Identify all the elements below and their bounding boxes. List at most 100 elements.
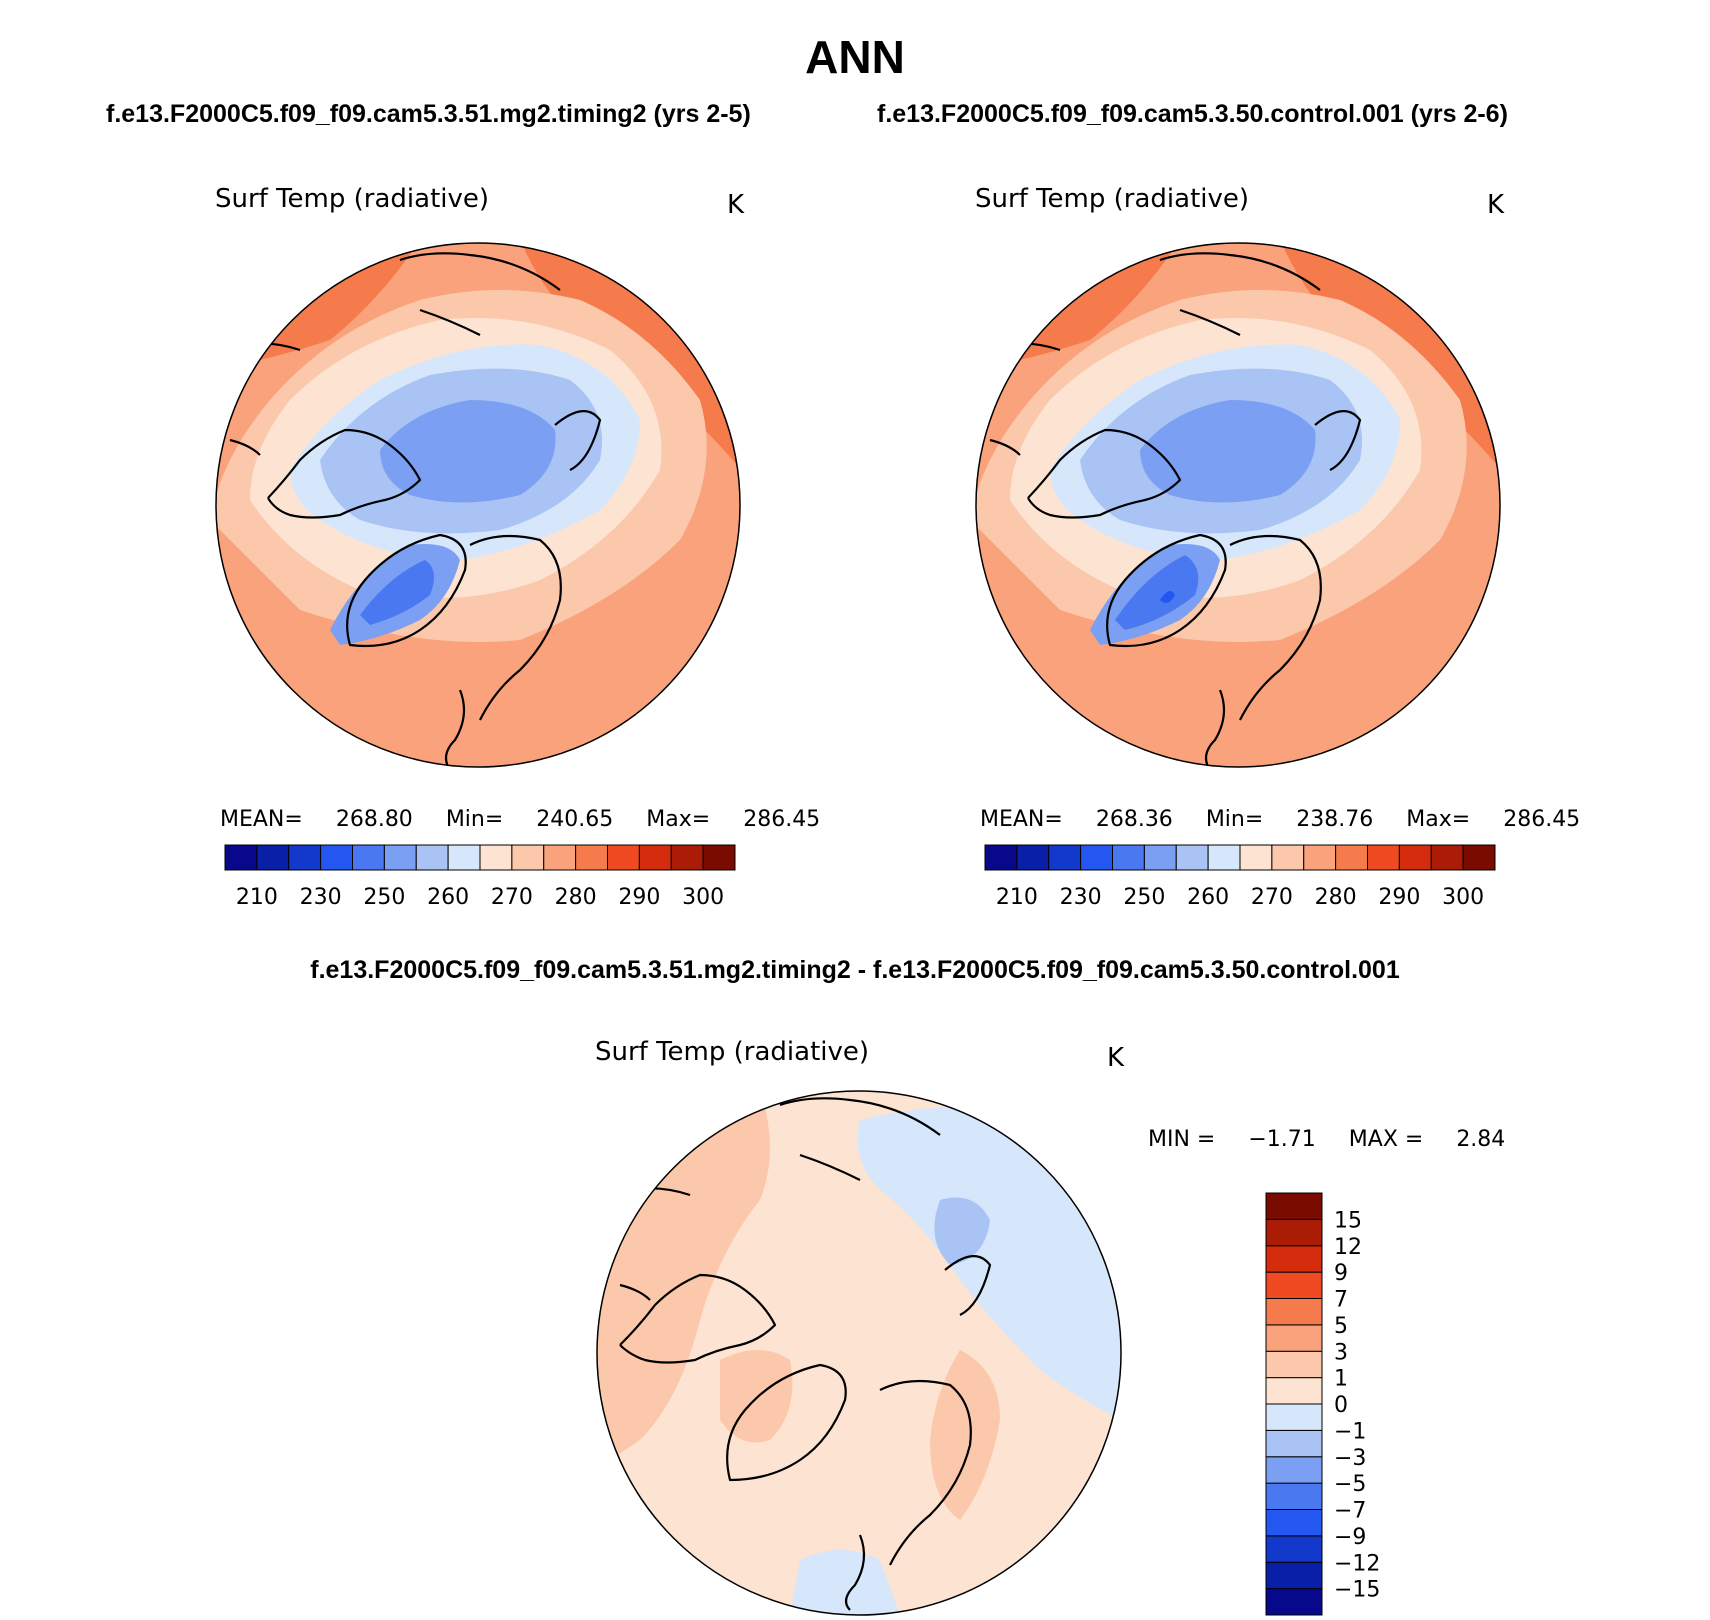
subtitle-left-case: f.e13.F2000C5.f09_f09.cam5.3.51.mg2.timi… (106, 100, 751, 128)
panel2-colorbar-swatch (984, 844, 1018, 871)
panel1-colorbar-swatch (320, 844, 353, 871)
panel1-colorbar-swatch (607, 844, 640, 871)
difference-colorbar-tick-label: −7 (1334, 1499, 1366, 1524)
panel1-colorbar-swatch (575, 844, 608, 871)
panel1-colorbar-swatch (543, 844, 577, 871)
panel1-colorbar-tick-label: 280 (555, 885, 597, 910)
difference-colorbar-swatch (1265, 1245, 1323, 1273)
panel1-min: Min= 240.65 (445, 807, 614, 832)
difference-colorbar-swatch (1265, 1271, 1323, 1299)
difference-colorbar-swatch (1265, 1588, 1323, 1616)
difference-colorbar-swatch (1265, 1429, 1323, 1458)
panel2-units: K (1487, 190, 1505, 220)
panel2-colorbar-swatch (1271, 844, 1305, 871)
figure-title: ANN (805, 31, 905, 83)
panel2-colorbar-swatch (1112, 844, 1145, 871)
panel1-variable: Surf Temp (radiative) (215, 184, 490, 214)
panel2-colorbar-swatch (1175, 844, 1209, 871)
panel1-mean: MEAN= 268.80 (220, 807, 413, 832)
panel2-colorbar-tick-label: 250 (1123, 885, 1165, 910)
panel1-colorbar-swatch (352, 844, 385, 871)
difference-colorbar-tick-label: 1 (1334, 1367, 1348, 1392)
panel1-colorbar-tick-label: 210 (236, 885, 278, 910)
panel2-colorbar-swatch (1080, 844, 1113, 871)
panel3-min: MIN = −1.71 (1148, 1127, 1316, 1152)
panel2-stats: MEAN= 268.36 Min= 238.76 Max= 286.45 (980, 807, 1580, 832)
subtitle-right-case: f.e13.F2000C5.f09_f09.cam5.3.50.control.… (877, 100, 1508, 128)
panel2-colorbar-tick-label: 230 (1060, 885, 1102, 910)
difference-colorbar-tick-label: 12 (1334, 1235, 1362, 1260)
difference-title: f.e13.F2000C5.f09_f09.cam5.3.51.mg2.timi… (310, 956, 1400, 984)
difference-colorbar-tick-label: 15 (1334, 1208, 1362, 1233)
panel2-colorbar-swatch (1462, 844, 1496, 871)
panel2-colorbar-tick-label: 260 (1187, 885, 1229, 910)
panel1-colorbar-swatch (447, 844, 481, 871)
panel1-colorbar-tick-label: 230 (300, 885, 342, 910)
difference-colorbar-tick-label: −3 (1334, 1446, 1366, 1471)
panel3-units: K (1107, 1043, 1125, 1073)
panel3-variable: Surf Temp (radiative) (595, 1037, 870, 1067)
panel1-units: K (727, 190, 745, 220)
difference-colorbar-tick-label: −1 (1334, 1419, 1366, 1444)
panel2-variable: Surf Temp (radiative) (975, 184, 1250, 214)
panel1-colorbar-tick-label: 260 (427, 885, 469, 910)
difference-colorbar-swatch (1265, 1377, 1323, 1405)
difference-colorbar-swatch (1265, 1535, 1323, 1563)
panel1-colorbar-tick-label: 270 (491, 885, 533, 910)
panel1-stats: MEAN= 268.80 Min= 240.65 Max= 286.45 (220, 807, 820, 832)
difference-colorbar-tick-label: 0 (1334, 1393, 1348, 1418)
panel2-colorbar-swatch (1048, 844, 1082, 871)
difference-colorbar-tick-label: 3 (1334, 1340, 1348, 1365)
panel1-colorbar-swatch (479, 844, 513, 871)
panel2-mean: MEAN= 268.36 (980, 807, 1173, 832)
panel2-max: Max= 286.45 (1406, 807, 1581, 832)
panel2-colorbar-tick-label: 300 (1442, 885, 1484, 910)
panel1-colorbar-swatch (670, 844, 704, 871)
panel2-colorbar-swatch (1367, 844, 1400, 871)
panel1-colorbar-swatch (702, 844, 736, 871)
difference-colorbar-tick-label: 5 (1334, 1314, 1348, 1339)
panel2-colorbar-tick-label: 210 (996, 885, 1038, 910)
panel2-polar-map (975, 242, 1501, 768)
panel1-polar-map (215, 242, 741, 768)
panel3-max: MAX = 2.84 (1348, 1127, 1506, 1152)
panel1-colorbar-tick-label: 300 (682, 885, 724, 910)
difference-colorbar-tick-label: −12 (1334, 1551, 1380, 1576)
panel2-map-boundary (975, 242, 1501, 768)
difference-colorbar-swatch (1265, 1456, 1323, 1484)
difference-colorbar-tick-label: −5 (1334, 1472, 1366, 1497)
difference-colorbar-tick-label: −15 (1334, 1578, 1380, 1603)
panel2-colorbar-swatch (1398, 844, 1432, 871)
panel2-colorbar-swatch (1239, 844, 1273, 871)
panel2-min: Min= 238.76 (1205, 807, 1374, 832)
panel2-colorbar-swatch (1303, 844, 1337, 871)
panel3-stats: MIN = −1.71 MAX = 2.84 (1148, 1127, 1505, 1152)
panel2-colorbar-swatch (1430, 844, 1464, 871)
panel1-colorbar: 210 230 250 260 270 280 290 300 (224, 844, 736, 910)
panel1-map-boundary (215, 242, 741, 768)
difference-colorbar-swatch (1265, 1403, 1323, 1431)
panel2-colorbar: 210 230 250 260 270 280 290 300 (984, 844, 1496, 910)
difference-colorbar-swatch (1265, 1482, 1323, 1510)
difference-colorbar-swatch (1265, 1192, 1323, 1220)
panel1-colorbar-tick-label: 290 (618, 885, 660, 910)
panel1-colorbar-swatch (256, 844, 290, 871)
panel1-colorbar-swatch (638, 844, 672, 871)
panel1-max: Max= 286.45 (646, 807, 821, 832)
panel1-colorbar-swatch (383, 844, 417, 871)
panel2-colorbar-tick-label: 280 (1315, 885, 1357, 910)
panel1-colorbar-swatch (288, 844, 322, 871)
difference-colorbar-swatch (1265, 1350, 1323, 1379)
difference-colorbar-swatch (1265, 1218, 1323, 1247)
panel1-colorbar-tick-label: 250 (363, 885, 405, 910)
panel1-colorbar-swatch (415, 844, 449, 871)
difference-colorbar-tick-label: −9 (1334, 1525, 1366, 1550)
panel2-colorbar-swatch (1016, 844, 1050, 871)
panel2-colorbar-tick-label: 270 (1251, 885, 1293, 910)
panel2-colorbar-swatch (1143, 844, 1177, 871)
panel3-polar-map (596, 1090, 1122, 1616)
panel1-colorbar-swatch (511, 844, 545, 871)
difference-colorbar-swatch (1265, 1298, 1323, 1326)
difference-colorbar-swatch (1265, 1324, 1323, 1352)
